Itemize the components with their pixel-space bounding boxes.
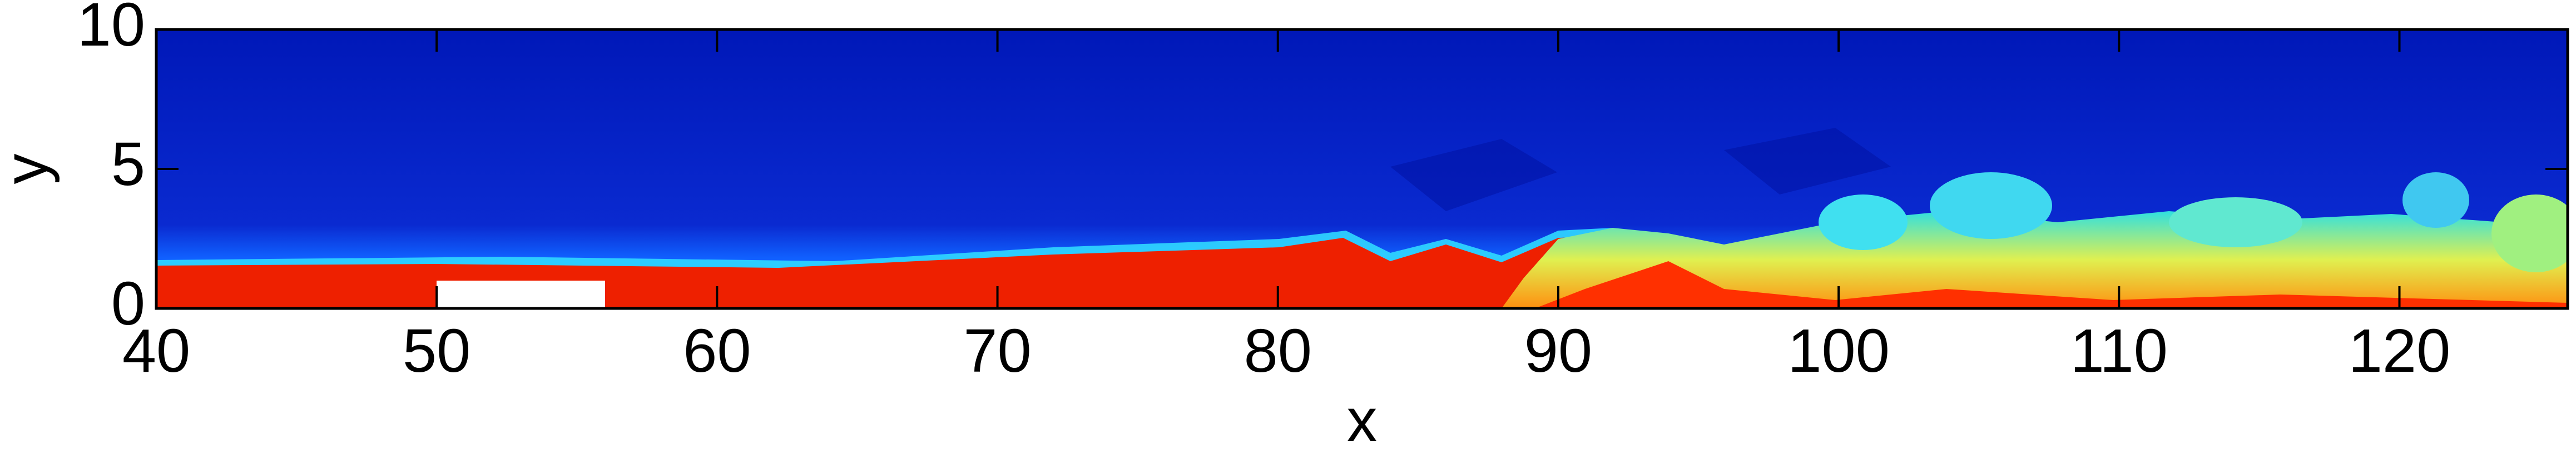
x-tick-label: 70: [963, 317, 1031, 385]
field: [156, 29, 2568, 308]
x-tick-label: 40: [122, 317, 190, 385]
x-tick-label: 100: [1787, 317, 1890, 385]
x-tick-label: 90: [1524, 317, 1592, 385]
y-tick-label: 5: [111, 130, 145, 198]
y-tick-label: 10: [77, 0, 145, 59]
x-tick-label: 60: [683, 317, 751, 385]
x-tick-label: 50: [403, 317, 470, 385]
x-axis-label: x: [1347, 386, 1378, 449]
y-tick-label: 0: [111, 270, 145, 338]
y-axis-label: y: [0, 154, 60, 184]
x-tick-label: 80: [1244, 317, 1312, 385]
x-tick-label: 120: [2349, 317, 2451, 385]
x-tick-label: 110: [2070, 317, 2168, 385]
